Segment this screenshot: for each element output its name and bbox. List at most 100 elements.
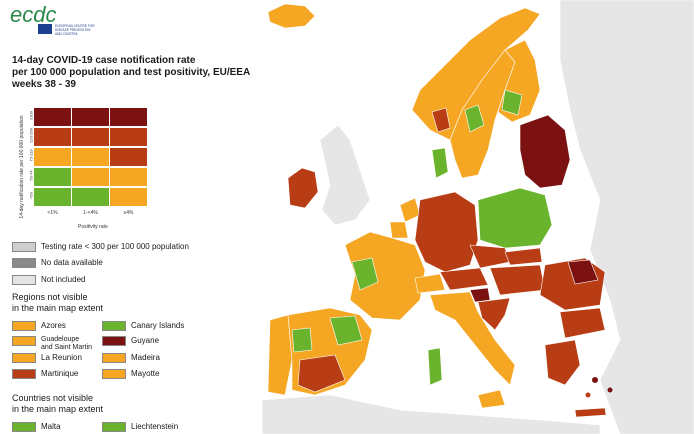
matrix-col-label: ≥4% <box>123 210 134 216</box>
region-sicily <box>477 389 506 409</box>
svg-text:AND CONTROL: AND CONTROL <box>55 32 78 36</box>
legend-label: Not included <box>41 275 86 284</box>
ecdc-logo: ecdc EUROPEAN CENTRE FOR DISEASE PREVENT… <box>10 2 95 36</box>
legend-swatch <box>12 242 36 252</box>
legend-label: Guadeloupe and Saint Martin <box>41 336 92 352</box>
matrix-row-label: 75-119 <box>28 149 34 162</box>
matrix-cell-r1c2 <box>110 128 147 146</box>
legend-swatch <box>12 369 36 379</box>
legend-label-line: Guadeloupe <box>41 336 80 343</box>
legend-label: Testing rate < 300 per 100 000 populatio… <box>41 242 189 251</box>
legend-label: Madeira <box>131 353 160 362</box>
legend-matrix: 14-day notification rate per 100 000 pop… <box>8 106 158 234</box>
region-romania-dark <box>567 259 599 285</box>
matrix-cell-r1c1 <box>72 128 109 146</box>
matrix-row-label: 50-74 <box>28 170 34 181</box>
svg-text:ecdc: ecdc <box>10 2 56 27</box>
legend-swatch <box>12 422 36 432</box>
matrix-cell-r0c2 <box>110 108 147 126</box>
region-uk <box>319 124 371 226</box>
legend-swatch <box>102 321 126 331</box>
legend-label: Mayotte <box>131 369 160 378</box>
region-czechia <box>469 244 511 269</box>
region-austria <box>439 267 489 291</box>
legend-swatch <box>102 369 126 379</box>
legend-label: Guyane <box>131 336 160 345</box>
region-italy <box>429 291 516 386</box>
region-sardinia <box>427 347 443 386</box>
matrix-col-label: 1-<4% <box>83 210 98 216</box>
region-denmark <box>431 147 449 179</box>
region-germany <box>414 191 479 273</box>
matrix-cell-r3c1 <box>72 168 109 186</box>
region-slovakia <box>504 247 543 266</box>
matrix-x-axis-label: Positivity rate <box>78 224 108 230</box>
matrix-cell-r4c2 <box>110 188 147 206</box>
title-line-3: weeks 38 - 39 <box>12 79 76 90</box>
region-ireland <box>287 167 319 209</box>
region-crete <box>574 407 607 418</box>
legend-swatch <box>12 321 36 331</box>
region-sweden-red <box>431 107 451 133</box>
legend-label: Martinique <box>41 369 79 378</box>
matrix-row-label: 120-299 <box>28 128 34 143</box>
legend-swatch <box>102 336 126 346</box>
legend-swatch <box>12 353 36 363</box>
region-iceland <box>267 3 316 29</box>
region-greece <box>544 339 581 386</box>
region-belgium <box>389 221 409 239</box>
legend-label-line: and Saint Martin <box>41 344 92 351</box>
matrix-y-axis-label: 14-day notification rate per 100 000 pop… <box>19 115 25 219</box>
region-spain-red <box>297 354 346 393</box>
legend-swatch <box>12 275 36 285</box>
region-spain-green <box>329 315 363 346</box>
legend-swatch <box>102 422 126 432</box>
countries-header-line-1: Countries not visible <box>12 393 94 403</box>
matrix-col-label: <1% <box>47 210 58 216</box>
matrix-cell-r3c2 <box>110 168 147 186</box>
legend-label: Malta <box>41 422 61 431</box>
legend-label: No data available <box>41 258 103 267</box>
region-france-green <box>351 257 379 291</box>
matrix-cell-r3c0 <box>34 168 71 186</box>
region-hungary <box>489 264 546 296</box>
title-line-1: 14-day COVID-19 case notification rate <box>12 55 196 66</box>
regions-header: Regions not visible in the main map exte… <box>12 292 103 314</box>
region-netherlands <box>399 197 421 223</box>
svg-text:EUROPEAN CENTRE FOR: EUROPEAN CENTRE FOR <box>55 24 95 28</box>
non-eu-land <box>262 394 601 434</box>
matrix-cell-r4c0 <box>34 188 71 206</box>
region-portugal <box>267 314 293 396</box>
region-finland-green <box>501 89 523 116</box>
region-switzerland <box>414 273 446 294</box>
title-line-2: per 100 000 population and test positivi… <box>12 67 251 78</box>
non-eu-land <box>559 0 694 434</box>
region-baltics <box>519 114 571 189</box>
region-france <box>344 231 426 321</box>
region-island <box>592 377 598 383</box>
countries-header: Countries not visible in the main map ex… <box>12 393 103 415</box>
region-slovenia <box>469 287 491 303</box>
region-bulgaria <box>559 307 606 339</box>
region-island <box>607 387 613 393</box>
matrix-cell-r0c1 <box>72 108 109 126</box>
legend-label: Canary Islands <box>131 321 185 330</box>
region-poland <box>477 187 553 249</box>
legend-swatch <box>12 258 36 268</box>
region-sweden-green <box>464 104 485 133</box>
svg-text:DISEASE PREVENTION: DISEASE PREVENTION <box>55 28 91 32</box>
legend-swatch <box>12 336 36 346</box>
region-island <box>585 392 591 398</box>
region-croatia <box>477 297 511 331</box>
matrix-cell-r2c2 <box>110 148 147 166</box>
europe-map <box>262 0 694 434</box>
matrix-row-label: ≥300 <box>28 111 34 120</box>
regions-header-line-1: Regions not visible <box>12 292 88 302</box>
matrix-cell-r1c0 <box>34 128 71 146</box>
matrix-row-label: <50 <box>28 192 34 199</box>
legend-swatch <box>102 353 126 363</box>
countries-header-line-2: in the main map extent <box>12 404 104 414</box>
legend-label: La Reunion <box>41 353 82 362</box>
legend-label: Azores <box>41 321 66 330</box>
